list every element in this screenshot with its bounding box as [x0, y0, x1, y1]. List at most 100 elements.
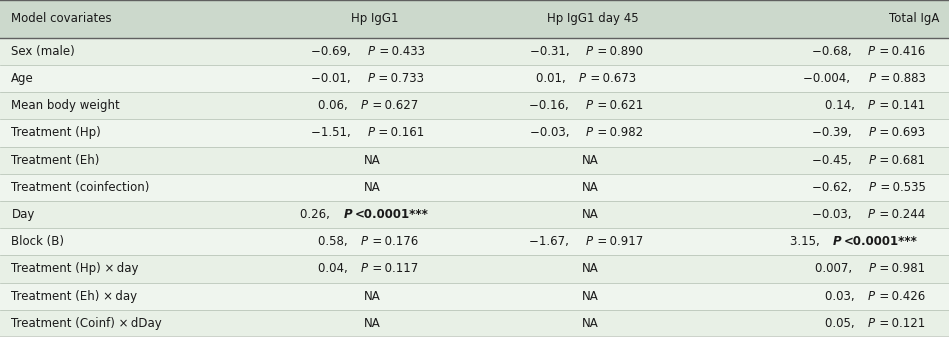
- Text: P: P: [586, 45, 593, 58]
- Bar: [0, 38, 949, 65]
- Bar: [0, 147, 949, 174]
- Text: 0.06,: 0.06,: [318, 99, 351, 112]
- Text: = 0.681: = 0.681: [878, 154, 925, 167]
- Text: = 0.416: = 0.416: [877, 45, 925, 58]
- Text: Hp IgG1 day 45: Hp IgG1 day 45: [548, 12, 639, 25]
- Text: NA: NA: [583, 317, 599, 330]
- Text: NA: NA: [364, 154, 381, 167]
- Text: Treatment (Eh): Treatment (Eh): [11, 154, 100, 167]
- Text: Total IgA: Total IgA: [889, 12, 940, 25]
- Text: = 0.621: = 0.621: [595, 99, 642, 112]
- Text: Day: Day: [11, 208, 35, 221]
- Text: −0.45,: −0.45,: [812, 154, 856, 167]
- Text: −0.31,: −0.31,: [530, 45, 573, 58]
- Text: P: P: [833, 235, 842, 248]
- Text: 0.05,: 0.05,: [825, 317, 858, 330]
- Bar: [0, 255, 949, 283]
- Text: = 0.535: = 0.535: [878, 181, 925, 194]
- Text: 0.04,: 0.04,: [318, 263, 351, 275]
- Text: NA: NA: [364, 317, 381, 330]
- Text: = 0.673: = 0.673: [588, 72, 637, 85]
- Text: P: P: [868, 154, 875, 167]
- Text: Model covariates: Model covariates: [11, 12, 112, 25]
- Text: P: P: [868, 263, 875, 275]
- Text: 3.15,: 3.15,: [790, 235, 824, 248]
- Text: Treatment (Hp) × day: Treatment (Hp) × day: [11, 263, 139, 275]
- Text: Treatment (Eh) × day: Treatment (Eh) × day: [11, 290, 138, 303]
- Text: P: P: [361, 263, 368, 275]
- Text: P: P: [868, 72, 876, 85]
- Text: = 0.121: = 0.121: [877, 317, 925, 330]
- Text: −0.004,: −0.004,: [803, 72, 854, 85]
- Text: P: P: [361, 99, 368, 112]
- Text: P: P: [586, 126, 592, 140]
- Text: = 0.733: = 0.733: [377, 72, 424, 85]
- Text: = 0.141: = 0.141: [877, 99, 925, 112]
- Text: = 0.117: = 0.117: [370, 263, 419, 275]
- Text: P: P: [367, 72, 375, 85]
- Text: −0.03,: −0.03,: [812, 208, 855, 221]
- Text: Treatment (coinfection): Treatment (coinfection): [11, 181, 150, 194]
- Bar: [0, 92, 949, 119]
- Text: = 0.917: = 0.917: [595, 235, 643, 248]
- Text: −0.16,: −0.16,: [530, 99, 573, 112]
- Text: NA: NA: [364, 181, 381, 194]
- Text: P: P: [586, 235, 593, 248]
- Text: = 0.426: = 0.426: [877, 290, 925, 303]
- Text: P: P: [868, 181, 876, 194]
- Text: = 0.890: = 0.890: [595, 45, 642, 58]
- Text: P: P: [361, 235, 368, 248]
- Text: Block (B): Block (B): [11, 235, 65, 248]
- Text: −0.68,: −0.68,: [812, 45, 855, 58]
- Text: = 0.982: = 0.982: [595, 126, 642, 140]
- Text: P: P: [367, 45, 375, 58]
- Text: = 0.176: = 0.176: [370, 235, 419, 248]
- Text: <0.0001***: <0.0001***: [355, 208, 428, 221]
- Bar: [0, 228, 949, 255]
- Text: Treatment (Hp): Treatment (Hp): [11, 126, 102, 140]
- Bar: [0, 119, 949, 147]
- Text: P: P: [868, 126, 875, 140]
- Text: 0.58,: 0.58,: [318, 235, 351, 248]
- Text: Mean body weight: Mean body weight: [11, 99, 121, 112]
- Text: 0.007,: 0.007,: [815, 263, 856, 275]
- Text: −0.39,: −0.39,: [812, 126, 856, 140]
- Text: = 0.161: = 0.161: [377, 126, 424, 140]
- Text: Sex (male): Sex (male): [11, 45, 75, 58]
- Text: P: P: [344, 208, 352, 221]
- Text: 0.01,: 0.01,: [536, 72, 569, 85]
- Bar: [0, 283, 949, 310]
- Bar: [0, 0, 949, 38]
- Bar: [0, 201, 949, 228]
- Text: P: P: [367, 126, 374, 140]
- Text: NA: NA: [364, 290, 381, 303]
- Text: Treatment (Coinf) × dDay: Treatment (Coinf) × dDay: [11, 317, 162, 330]
- Text: = 0.627: = 0.627: [370, 99, 419, 112]
- Text: NA: NA: [583, 154, 599, 167]
- Text: NA: NA: [583, 263, 599, 275]
- Bar: [0, 65, 949, 92]
- Text: 0.03,: 0.03,: [825, 290, 858, 303]
- Text: = 0.693: = 0.693: [878, 126, 925, 140]
- Text: P: P: [579, 72, 586, 85]
- Text: Hp IgG1: Hp IgG1: [351, 12, 399, 25]
- Text: P: P: [868, 317, 875, 330]
- Text: P: P: [868, 208, 875, 221]
- Text: Age: Age: [11, 72, 34, 85]
- Text: NA: NA: [583, 290, 599, 303]
- Text: −0.03,: −0.03,: [530, 126, 573, 140]
- Text: −0.69,: −0.69,: [311, 45, 355, 58]
- Text: 0.14,: 0.14,: [825, 99, 858, 112]
- Text: = 0.883: = 0.883: [878, 72, 925, 85]
- Text: NA: NA: [583, 181, 599, 194]
- Text: P: P: [868, 99, 875, 112]
- Text: P: P: [868, 290, 875, 303]
- Text: P: P: [868, 45, 875, 58]
- Text: −0.62,: −0.62,: [812, 181, 856, 194]
- Bar: [0, 310, 949, 337]
- Text: 0.26,: 0.26,: [300, 208, 333, 221]
- Text: −1.67,: −1.67,: [530, 235, 573, 248]
- Text: −0.01,: −0.01,: [311, 72, 355, 85]
- Text: = 0.433: = 0.433: [377, 45, 424, 58]
- Text: P: P: [586, 99, 592, 112]
